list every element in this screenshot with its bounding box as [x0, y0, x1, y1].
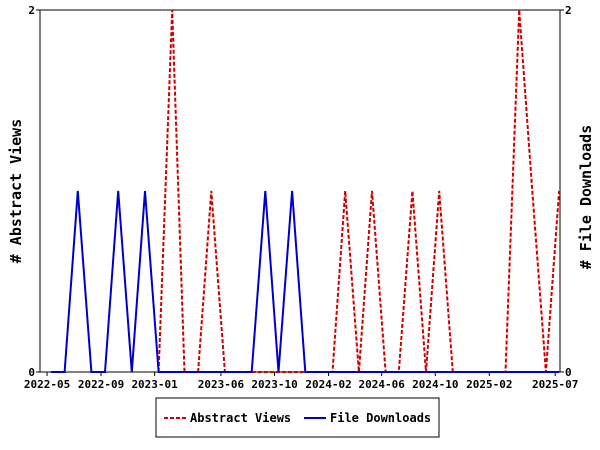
y-axis-right-title: # File Downloads: [577, 125, 595, 270]
x-tick-label: 2024-06: [359, 378, 406, 391]
y-axis-left-title: # Abstract Views: [7, 119, 25, 264]
y-right-tick-label: 2: [565, 4, 572, 17]
x-tick-label: 2024-02: [305, 378, 351, 391]
legend-label-abstract-views: Abstract Views: [190, 411, 291, 425]
legend-box: [155, 397, 440, 438]
x-tick-label: 2024-10: [412, 378, 458, 391]
x-tick-label: 2022-09: [78, 378, 124, 391]
x-tick-label: 2023-01: [131, 378, 178, 391]
y-left-tick-label: 2: [28, 4, 35, 17]
y-right-tick-label: 0: [565, 366, 572, 379]
series-layer: [51, 9, 561, 373]
legend-label-file-downloads: File Downloads: [330, 411, 431, 425]
x-tick-label: 2023-06: [198, 378, 245, 391]
series-line-file-downloads: [51, 190, 560, 373]
tick-layer: 2022-05 2022-09 2023-01 2023-06 2023-10 2024-…: [24, 4, 579, 391]
x-tick-label: 2025-02: [466, 378, 512, 391]
y-left-tick-label: 0: [28, 366, 35, 379]
x-tick-label: 2023-10: [251, 378, 297, 391]
x-tick-label: 2025-07: [532, 378, 578, 391]
x-tick-label: 2022-05: [24, 378, 70, 391]
legend: Abstract Views File Downloads: [155, 397, 440, 438]
